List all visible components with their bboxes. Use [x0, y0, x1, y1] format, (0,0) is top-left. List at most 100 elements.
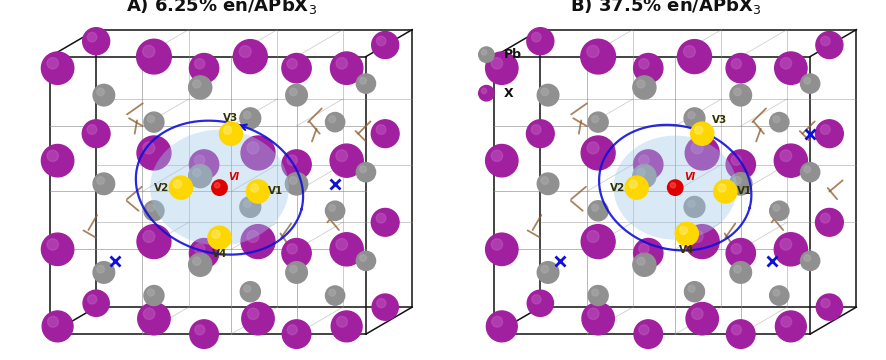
Circle shape: [239, 108, 260, 129]
Title: B) 37.5% en/APbX$_{3}$: B) 37.5% en/APbX$_{3}$: [569, 0, 760, 16]
Circle shape: [42, 52, 74, 84]
Circle shape: [47, 150, 58, 162]
Circle shape: [633, 150, 662, 179]
Circle shape: [195, 325, 205, 335]
Circle shape: [376, 213, 385, 223]
Circle shape: [799, 163, 819, 182]
Circle shape: [233, 40, 267, 73]
Circle shape: [687, 112, 695, 119]
Circle shape: [147, 204, 154, 211]
Circle shape: [799, 251, 819, 270]
Circle shape: [591, 204, 598, 211]
Circle shape: [325, 286, 345, 305]
Circle shape: [773, 289, 779, 296]
Circle shape: [814, 120, 843, 148]
Circle shape: [820, 213, 829, 223]
Circle shape: [282, 150, 311, 179]
Text: V3: V3: [711, 115, 727, 125]
Circle shape: [330, 311, 361, 342]
Circle shape: [729, 84, 750, 106]
Circle shape: [136, 136, 171, 170]
Circle shape: [285, 84, 307, 106]
Circle shape: [633, 239, 662, 268]
Circle shape: [329, 289, 335, 296]
Circle shape: [636, 257, 644, 265]
Circle shape: [683, 46, 695, 58]
Circle shape: [144, 285, 164, 306]
Circle shape: [537, 173, 558, 194]
Circle shape: [531, 125, 540, 134]
Circle shape: [325, 201, 345, 220]
Circle shape: [587, 201, 608, 221]
Circle shape: [491, 150, 502, 162]
Circle shape: [147, 116, 154, 123]
Circle shape: [97, 177, 105, 184]
Circle shape: [587, 112, 608, 132]
Circle shape: [287, 59, 297, 69]
Circle shape: [687, 200, 695, 207]
Text: V1: V1: [736, 186, 751, 197]
Circle shape: [194, 244, 205, 254]
Circle shape: [803, 166, 810, 173]
Circle shape: [190, 239, 219, 268]
Circle shape: [730, 244, 741, 254]
Circle shape: [633, 54, 662, 83]
Circle shape: [532, 295, 540, 304]
Circle shape: [685, 225, 719, 258]
Circle shape: [633, 320, 662, 348]
Circle shape: [250, 184, 259, 192]
Circle shape: [814, 208, 843, 236]
Circle shape: [729, 262, 750, 283]
Circle shape: [730, 59, 741, 69]
Circle shape: [485, 52, 517, 84]
Circle shape: [372, 294, 398, 320]
Circle shape: [42, 144, 74, 177]
Circle shape: [478, 47, 494, 62]
Circle shape: [289, 265, 297, 273]
Circle shape: [192, 257, 200, 265]
Circle shape: [779, 150, 791, 162]
Circle shape: [47, 239, 58, 250]
Circle shape: [587, 45, 598, 58]
Circle shape: [47, 58, 58, 69]
Circle shape: [773, 233, 806, 266]
Circle shape: [726, 320, 754, 348]
Text: V2: V2: [154, 183, 169, 193]
Circle shape: [638, 59, 649, 69]
Circle shape: [285, 262, 307, 283]
Circle shape: [540, 177, 548, 184]
Circle shape: [478, 86, 494, 101]
Circle shape: [690, 230, 703, 242]
Circle shape: [212, 180, 227, 195]
Circle shape: [371, 32, 398, 59]
Circle shape: [356, 74, 375, 93]
Circle shape: [359, 166, 366, 173]
Circle shape: [688, 285, 695, 292]
Text: Pb: Pb: [503, 48, 521, 61]
Circle shape: [636, 168, 644, 177]
Circle shape: [336, 239, 347, 250]
Circle shape: [773, 116, 779, 123]
Circle shape: [690, 142, 703, 154]
Circle shape: [733, 88, 741, 96]
Circle shape: [289, 88, 297, 96]
Circle shape: [242, 302, 274, 335]
Circle shape: [769, 112, 788, 132]
Circle shape: [214, 183, 220, 188]
Circle shape: [636, 80, 644, 88]
Circle shape: [244, 200, 251, 207]
Circle shape: [587, 230, 598, 242]
Circle shape: [82, 28, 110, 55]
Circle shape: [246, 142, 259, 154]
Circle shape: [638, 325, 649, 335]
Circle shape: [729, 172, 751, 195]
Circle shape: [329, 116, 335, 123]
Circle shape: [93, 173, 114, 194]
Ellipse shape: [150, 130, 289, 246]
Ellipse shape: [613, 136, 736, 240]
Circle shape: [247, 308, 259, 319]
Text: VI: VI: [229, 172, 239, 182]
Circle shape: [820, 36, 829, 46]
Circle shape: [244, 285, 251, 292]
Circle shape: [491, 58, 502, 69]
